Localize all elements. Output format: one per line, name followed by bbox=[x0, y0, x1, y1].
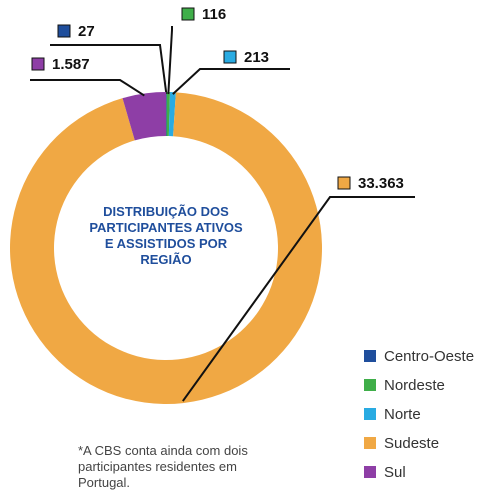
label-swatch bbox=[337, 176, 351, 190]
data-label: 33.363 bbox=[358, 175, 404, 192]
donut-slice bbox=[166, 92, 167, 137]
legend-swatch bbox=[364, 379, 376, 391]
legend-swatch bbox=[364, 408, 376, 420]
leader-line bbox=[167, 26, 173, 95]
donut-slice bbox=[166, 92, 170, 137]
label-swatch bbox=[223, 50, 237, 64]
legend-swatch bbox=[364, 466, 376, 478]
leader-line bbox=[50, 44, 168, 95]
label-swatch bbox=[181, 7, 195, 21]
data-label: 116 bbox=[202, 6, 226, 23]
legend-label: Centro-Oeste bbox=[384, 348, 474, 365]
legend-swatch bbox=[364, 437, 376, 449]
donut-slice bbox=[168, 92, 176, 137]
data-label: 27 bbox=[78, 23, 95, 40]
leader-line bbox=[172, 68, 290, 95]
donut-slice bbox=[122, 92, 166, 141]
legend-label: Sudeste bbox=[384, 435, 439, 452]
chart-title: DISTRIBUIÇÃO DOS PARTICIPANTES ATIVOS E … bbox=[89, 204, 243, 267]
data-label: 213 bbox=[244, 49, 269, 66]
legend-label: Sul bbox=[384, 464, 406, 481]
leader-line bbox=[182, 196, 415, 402]
label-swatch bbox=[31, 57, 45, 71]
legend-swatch bbox=[364, 350, 376, 362]
legend-label: Nordeste bbox=[384, 377, 445, 394]
leader-line bbox=[30, 79, 145, 97]
data-label: 1.587 bbox=[52, 56, 90, 73]
footnote: *A CBS conta ainda com dois participante… bbox=[78, 443, 248, 490]
legend-label: Norte bbox=[384, 406, 421, 423]
label-swatch bbox=[57, 24, 71, 38]
